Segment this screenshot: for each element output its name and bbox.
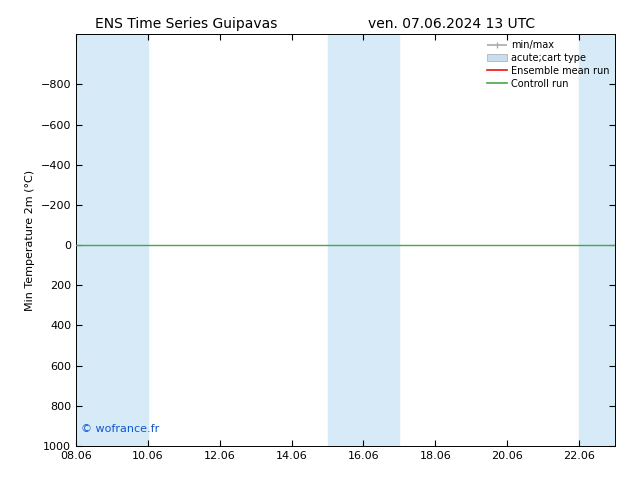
Text: © wofrance.fr: © wofrance.fr bbox=[81, 423, 160, 434]
Bar bbox=[76, 34, 148, 446]
Legend: min/max, acute;cart type, Ensemble mean run, Controll run: min/max, acute;cart type, Ensemble mean … bbox=[483, 36, 613, 93]
Text: ven. 07.06.2024 13 UTC: ven. 07.06.2024 13 UTC bbox=[368, 17, 535, 31]
Text: ENS Time Series Guipavas: ENS Time Series Guipavas bbox=[95, 17, 278, 31]
Y-axis label: Min Temperature 2m (°C): Min Temperature 2m (°C) bbox=[25, 170, 35, 311]
Bar bbox=[328, 34, 399, 446]
Bar bbox=[579, 34, 615, 446]
